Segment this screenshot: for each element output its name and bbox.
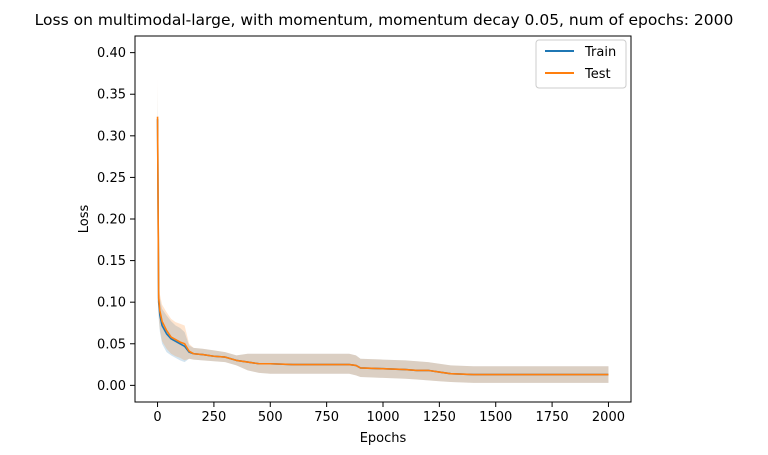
x-tick-label: 1750 <box>536 410 569 425</box>
y-tick-label: 0.00 <box>97 379 126 394</box>
axes <box>134 35 632 403</box>
y-tick-label: 0.15 <box>97 254 126 269</box>
y-tick-label: 0.35 <box>97 88 126 103</box>
x-axis-ticks: 0 250 500 750 1000 1250 1500 1750 2000 <box>153 402 625 425</box>
x-tick-label: 1500 <box>479 410 512 425</box>
series-lines <box>156 116 609 376</box>
y-tick-label: 0.25 <box>97 171 126 186</box>
x-axis-label: Epochs <box>360 431 407 446</box>
legend: Train Test <box>535 39 627 89</box>
x-tick-label: 2000 <box>592 410 625 425</box>
band-test <box>157 77 609 383</box>
legend-label-train: Train <box>584 45 616 60</box>
y-tick-label: 0.20 <box>97 213 126 228</box>
y-tick-label: 0.05 <box>97 337 126 352</box>
band-train <box>157 85 609 383</box>
legend-label-test: Test <box>584 67 611 82</box>
x-tick-label: 0 <box>153 410 161 425</box>
confidence-bands <box>157 77 609 383</box>
y-axis-ticks: 0.00 0.05 0.10 0.15 0.20 0.25 0.30 0.35 0.40 <box>97 46 135 394</box>
y-axis-label: Loss <box>77 205 92 234</box>
x-tick-label: 1250 <box>423 410 456 425</box>
x-tick-label: 750 <box>314 410 339 425</box>
y-tick-label: 0.40 <box>97 46 126 61</box>
chart-title: Loss on multimodal-large, with momentum,… <box>35 11 734 29</box>
y-tick-label: 0.30 <box>97 129 126 144</box>
series-line-train <box>156 119 609 376</box>
series-line-test <box>156 116 609 376</box>
x-tick-label: 1000 <box>366 410 399 425</box>
y-tick-label: 0.10 <box>97 296 126 311</box>
x-tick-label: 500 <box>258 410 283 425</box>
x-tick-label: 250 <box>201 410 226 425</box>
plot-frame <box>134 35 632 403</box>
